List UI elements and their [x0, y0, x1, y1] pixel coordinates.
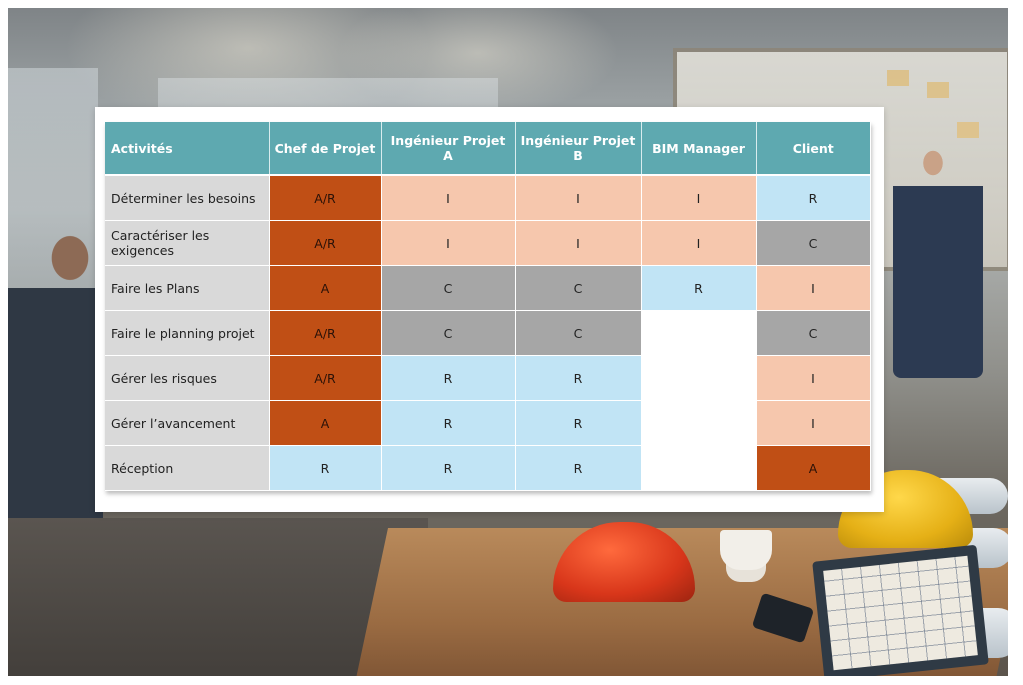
- raci-cell: R: [641, 265, 757, 311]
- raci-cell: I: [756, 265, 871, 311]
- raci-cell: R: [381, 400, 516, 446]
- raci-cell: I: [641, 175, 757, 221]
- column-header-ingenieur-projet-a: Ingénieur Projet A: [381, 122, 516, 176]
- raci-cell: C: [515, 265, 642, 311]
- raci-cell: I: [756, 355, 871, 401]
- raci-cell-empty: [640, 310, 757, 356]
- raci-cell: I: [515, 220, 642, 266]
- raci-cell: R: [515, 355, 642, 401]
- raci-cell: A/R: [269, 355, 382, 401]
- sticky-note: [887, 70, 909, 86]
- sticky-note: [957, 122, 979, 138]
- activity-cell: Gérer l’avancement: [105, 400, 270, 446]
- activity-cell: Faire le planning projet: [105, 310, 270, 356]
- raci-cell: I: [381, 220, 516, 266]
- activity-cell: Faire les Plans: [105, 265, 270, 311]
- raci-cell: R: [381, 445, 516, 491]
- raci-cell: A: [756, 445, 871, 491]
- table-row: Réception R R R A: [105, 445, 871, 491]
- raci-cell: I: [381, 175, 516, 221]
- background-person-presenting: [893, 138, 983, 378]
- raci-cell: C: [381, 310, 516, 356]
- clipboard-plan: [823, 555, 978, 671]
- sticky-note: [927, 82, 949, 98]
- raci-cell: I: [515, 175, 642, 221]
- coffee-cup-icon: [720, 530, 772, 570]
- raci-cell: A: [269, 400, 382, 446]
- raci-cell: C: [515, 310, 642, 356]
- column-header-ingenieur-projet-b: Ingénieur Projet B: [515, 122, 642, 176]
- raci-cell: R: [515, 400, 642, 446]
- raci-cell: R: [381, 355, 516, 401]
- table-row: Gérer les risques A/R R R I: [105, 355, 871, 401]
- raci-cell: C: [756, 310, 871, 356]
- raci-cell: A: [269, 265, 382, 311]
- raci-cell: A/R: [269, 175, 382, 221]
- column-header-client: Client: [756, 122, 870, 176]
- raci-cell: R: [269, 445, 382, 491]
- column-header-chef-de-projet: Chef de Projet: [269, 122, 382, 176]
- raci-cell: R: [515, 445, 642, 491]
- raci-card: Activités Chef de Projet Ingénieur Proje…: [95, 107, 884, 512]
- raci-cell: A/R: [269, 220, 382, 266]
- table-row: Gérer l’avancement A R R I: [105, 400, 871, 446]
- raci-cell: I: [641, 220, 757, 266]
- table-row: Caractériser les exigences A/R I I I C: [105, 220, 871, 266]
- background-floor: [8, 518, 428, 676]
- activity-cell: Déterminer les besoins: [105, 175, 270, 221]
- raci-cell-empty: [640, 400, 757, 446]
- activity-cell: Réception: [105, 445, 270, 491]
- raci-cell: R: [756, 175, 871, 221]
- activity-cell: Caractériser les exigences: [105, 220, 270, 266]
- raci-cell: C: [756, 220, 871, 266]
- background-person-seated: [8, 218, 103, 518]
- column-header-activities: Activités: [105, 122, 270, 176]
- raci-matrix-table: Activités Chef de Projet Ingénieur Proje…: [105, 122, 871, 491]
- table-row: Déterminer les besoins A/R I I I R: [105, 175, 871, 221]
- raci-cell-empty: [640, 355, 757, 401]
- table-row: Faire les Plans A C C R I: [105, 265, 871, 311]
- column-header-bim-manager: BIM Manager: [641, 122, 757, 176]
- header-row: Activités Chef de Projet Ingénieur Proje…: [105, 122, 870, 176]
- raci-cell-empty: [640, 445, 757, 491]
- activity-cell: Gérer les risques: [105, 355, 270, 401]
- clipboard-icon: [812, 544, 989, 676]
- raci-cell: C: [381, 265, 516, 311]
- raci-cell: I: [756, 400, 871, 446]
- raci-cell: A/R: [269, 310, 382, 356]
- table-row: Faire le planning projet A/R C C C: [105, 310, 871, 356]
